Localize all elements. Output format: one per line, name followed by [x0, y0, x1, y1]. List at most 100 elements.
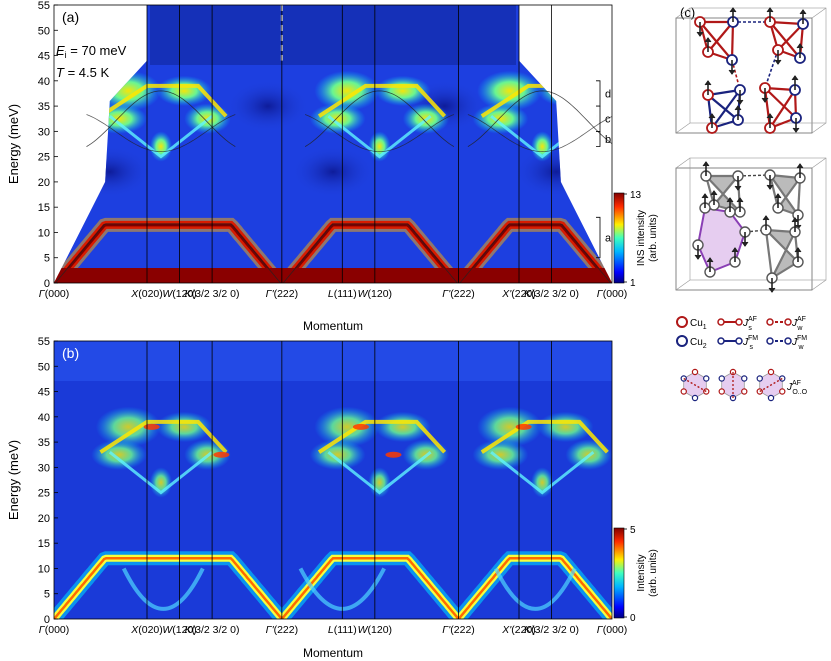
y-tick-label: 55 — [38, 336, 50, 348]
bond — [730, 21, 735, 61]
band-32 — [472, 439, 529, 470]
hot-spot — [385, 451, 402, 458]
unit-cell-edge — [675, 7, 691, 19]
colorbar-a-max: 13 — [630, 190, 642, 201]
x-tick-label: Γ(000) — [39, 624, 70, 636]
x-tick-label: Γ'(222) — [442, 624, 475, 636]
y-tick-label: 40 — [38, 412, 50, 424]
band-38b — [156, 75, 213, 107]
panel-b-ylabel: Energy (meV) — [6, 440, 21, 520]
bond — [777, 177, 801, 209]
y-tick-label: 25 — [38, 488, 50, 500]
hex-node — [767, 368, 775, 376]
dispersion-curve — [467, 90, 612, 147]
x-tick-label: X(020) — [130, 624, 163, 636]
band-label: a — [605, 233, 612, 245]
x-tick-label: Γ(000) — [39, 288, 70, 300]
x-tick-label: X'(220) — [501, 624, 536, 636]
band-label: c — [605, 114, 611, 126]
arrow-head — [706, 257, 714, 263]
panel-b-y-ticks: 0 5 10 15 20 25 30 35 40 45 50 55 — [38, 336, 58, 626]
y-tick-label: 35 — [38, 437, 50, 449]
x-tick-label: L(111) — [328, 624, 357, 636]
hex-node — [779, 388, 786, 395]
bond — [769, 21, 801, 59]
dispersion-curve — [86, 90, 236, 147]
arrow-head — [791, 75, 799, 81]
low-intensity-region — [293, 146, 373, 197]
low-intensity-region — [516, 146, 597, 197]
bond — [764, 229, 774, 279]
y-tick-label: 20 — [38, 513, 50, 525]
x-tick-label: K(3/2 3/2 0) — [524, 624, 579, 636]
hex-node — [767, 394, 775, 402]
legend-cu1 — [676, 316, 688, 328]
band-label: d — [605, 88, 611, 100]
band-v — [490, 451, 595, 495]
legend-node — [735, 337, 743, 345]
colorbar-a — [613, 192, 625, 284]
legend-cu2 — [676, 335, 688, 347]
weak-branch — [121, 567, 205, 611]
band-32 — [309, 439, 366, 470]
panel-a-y-ticks: 0 5 10 15 20 25 30 35 40 45 50 55 — [38, 0, 58, 290]
colorbar-a-label: INS intensity(arb. units) — [636, 210, 659, 266]
unit-cell-back — [689, 157, 827, 281]
band-bracket — [596, 216, 601, 259]
x-tick-label: X'(220) — [501, 288, 536, 300]
hex-node — [741, 388, 748, 395]
unit-cell-edge — [811, 157, 827, 169]
x-tick-label: W(120) — [162, 624, 196, 636]
band-v — [327, 451, 432, 495]
ei-annotation: Ei = 70 meV — [56, 43, 127, 60]
band-32 — [91, 439, 147, 470]
arrow-head — [694, 254, 702, 260]
bond — [777, 23, 804, 51]
arrow-head — [766, 7, 774, 13]
band-38 — [477, 70, 543, 112]
arrow-head — [791, 217, 799, 223]
panel-b-qpoint-lines — [146, 341, 552, 619]
hot-spot — [143, 423, 160, 430]
legend-label: JAF w — [791, 316, 806, 332]
x-tick-label: Γ'(222) — [442, 288, 475, 300]
hex-node — [718, 375, 725, 382]
arrow-head — [792, 127, 800, 133]
legend-node — [784, 318, 792, 326]
arrow-head — [731, 247, 739, 253]
oo-bond — [683, 377, 707, 393]
magnetic-structure-top — [675, 7, 827, 134]
arrow-head — [734, 105, 742, 111]
colorbar-b-min: 0 — [630, 613, 636, 624]
panel-c-label: (c) — [680, 5, 695, 20]
unit-cell-edge — [675, 279, 691, 291]
hex-node — [703, 375, 710, 382]
legend-label: JAF O..O — [786, 380, 808, 396]
legend-label: Cu1 — [690, 318, 707, 331]
arrow-head — [710, 190, 718, 196]
arrow-head — [702, 161, 710, 167]
arrow-head — [794, 247, 802, 253]
arrow-head — [766, 113, 774, 119]
band-bracket — [596, 130, 601, 147]
panel-a-xlabel: Momentum — [303, 319, 363, 333]
y-tick-label: 25 — [38, 152, 50, 164]
y-tick-label: 45 — [38, 387, 50, 399]
legend-node — [784, 337, 792, 345]
band-bracket — [596, 80, 601, 107]
band-v — [108, 451, 214, 495]
bond — [771, 231, 796, 279]
band-bracket — [596, 105, 601, 132]
bond — [711, 89, 741, 129]
y-tick-label: 50 — [38, 361, 50, 373]
hot-spot — [352, 423, 369, 430]
unit-cell-edge — [811, 7, 827, 19]
band-38b — [156, 411, 213, 443]
unit-cell — [675, 167, 813, 291]
bond — [764, 87, 797, 119]
x-tick-label: W(120) — [358, 624, 392, 636]
y-tick-label: 0 — [44, 614, 50, 626]
y-tick-label: 10 — [38, 563, 50, 575]
y-tick-label: 5 — [44, 253, 50, 265]
